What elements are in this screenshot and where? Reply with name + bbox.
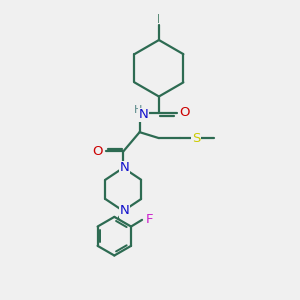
Text: N: N: [138, 108, 148, 122]
Text: H: H: [134, 105, 142, 115]
Text: |: |: [158, 14, 160, 23]
Text: O: O: [179, 106, 189, 119]
Text: N: N: [120, 161, 130, 174]
Text: O: O: [93, 145, 103, 158]
Text: N: N: [120, 204, 130, 218]
Text: F: F: [146, 213, 153, 226]
Text: S: S: [192, 132, 200, 145]
